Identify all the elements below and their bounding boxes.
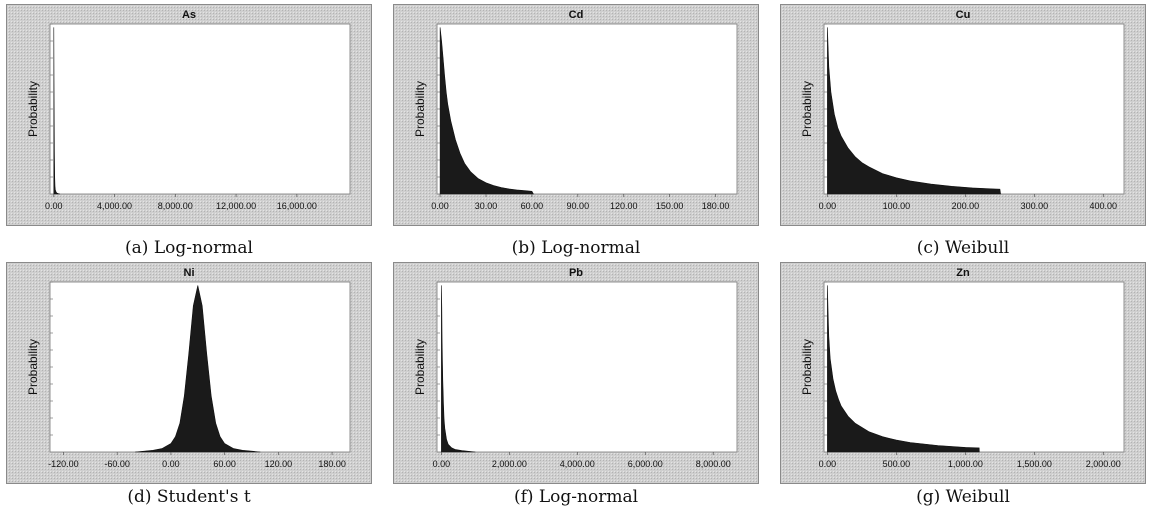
chart-cu: Cu Probability 0.00 100.00 200.00 300.00 400.0… (780, 4, 1146, 226)
x-tick-label: 120.00 (265, 459, 293, 469)
x-tick-label: 2,000.00 (1086, 459, 1121, 469)
x-tick-label: 60.00 (521, 201, 544, 211)
y-axis-label: Probability (800, 339, 814, 395)
caption-cd: (b) Log-normal (511, 238, 641, 258)
x-tick-label: 2,000.00 (492, 459, 527, 469)
x-tick-label: -120.00 (48, 459, 79, 469)
distribution-area-as (53, 27, 60, 195)
x-tick-label: 0.00 (819, 201, 837, 211)
x-tick-label: 0.00 (162, 459, 180, 469)
caption-cu: (c) Weibull (916, 238, 1010, 258)
chart-cd: Cd Probability 0.00 30.00 60.00 90.00 120.00 15… (393, 4, 759, 226)
x-tick-label: 30.00 (475, 201, 498, 211)
x-tick-label: 6,000.00 (628, 459, 663, 469)
x-tick-label: 100.00 (883, 201, 911, 211)
x-tick-label: 8,000.00 (158, 201, 193, 211)
plot-area (49, 23, 351, 195)
x-tick-label: 180.00 (318, 459, 346, 469)
chart-zn: Zn Probability 0.00 500.00 1,000.00 1,500.00 2… (780, 262, 1146, 484)
chart-panel-cd: Cd Probability 0.00 30.00 60.00 90.00 120.00 15… (393, 4, 759, 258)
chart-as: As Probability 0.00 4,000.00 8,000.00 12,000.… (6, 4, 372, 226)
x-tick-label: 8,000.00 (696, 459, 731, 469)
y-axis-label: Probability (26, 339, 40, 395)
y-axis-label: Probability (800, 81, 814, 137)
x-tick-label: 400.00 (1090, 201, 1118, 211)
y-axis-label: Probability (26, 81, 40, 137)
x-tick-label: 60.00 (213, 459, 236, 469)
x-tick-label: 200.00 (952, 201, 980, 211)
chart-panel-zn: Zn Probability 0.00 500.00 1,000.00 1,500.00 2… (780, 262, 1146, 507)
plot-area (436, 281, 738, 453)
x-tick-label: 0.00 (433, 459, 451, 469)
x-tick-label: 150.00 (656, 201, 684, 211)
distribution-area-ni (135, 285, 261, 453)
caption-ni: (d) Student's t (127, 487, 251, 507)
x-tick-label: 500.00 (883, 459, 911, 469)
chart-title: Pb (569, 267, 583, 279)
x-tick-label: 180.00 (702, 201, 730, 211)
chart-title: Ni (184, 267, 195, 279)
x-tick-label: 120.00 (610, 201, 638, 211)
x-tick-label: 1,000.00 (948, 459, 983, 469)
x-tick-label: 16,000.00 (277, 201, 317, 211)
x-tick-label: 0.00 (45, 201, 63, 211)
x-tick-label: 0.00 (819, 459, 837, 469)
x-tick-label: 4,000.00 (97, 201, 132, 211)
x-tick-label: -60.00 (104, 459, 130, 469)
chart-title: Zn (956, 267, 970, 279)
chart-panel-cu: Cu Probability 0.00 100.00 200.00 300.00 400.0… (780, 4, 1146, 258)
plot-area (436, 23, 738, 195)
x-tick-label: 12,000.00 (216, 201, 256, 211)
plot-area (823, 281, 1125, 453)
chart-title: Cu (956, 9, 971, 21)
caption-zn: (g) Weibull (916, 487, 1010, 507)
chart-title: Cd (569, 9, 584, 21)
x-tick-label: 300.00 (1021, 201, 1049, 211)
x-tick-label: 4,000.00 (560, 459, 595, 469)
plot-area (823, 23, 1125, 195)
chart-title: As (182, 9, 196, 21)
x-tick-label: 90.00 (567, 201, 590, 211)
distribution-area-zn (827, 285, 980, 453)
chart-ni: Ni Probability -120.00 -60.00 0.00 60.00 120.0… (6, 262, 372, 484)
distribution-area-cd (439, 27, 534, 195)
distribution-area-pb (441, 285, 476, 453)
chart-panel-pb: Pb Probability 0.00 2,000.00 4,000.00 6,000.0… (393, 262, 759, 507)
y-axis-label: Probability (413, 81, 427, 137)
caption-pb: (f) Log-normal (513, 487, 639, 507)
x-tick-label: 1,500.00 (1017, 459, 1052, 469)
chart-pb: Pb Probability 0.00 2,000.00 4,000.00 6,000.0… (393, 262, 759, 484)
chart-panel-as: As Probability 0.00 4,000.00 8,000.00 12,000.… (6, 4, 372, 258)
distribution-area-cu (827, 27, 1001, 195)
x-tick-label: 0.00 (431, 201, 449, 211)
caption-as: (a) Log-normal (125, 238, 253, 258)
chart-panel-ni: Ni Probability -120.00 -60.00 0.00 60.00 120.0… (6, 262, 372, 507)
y-axis-label: Probability (413, 339, 427, 395)
